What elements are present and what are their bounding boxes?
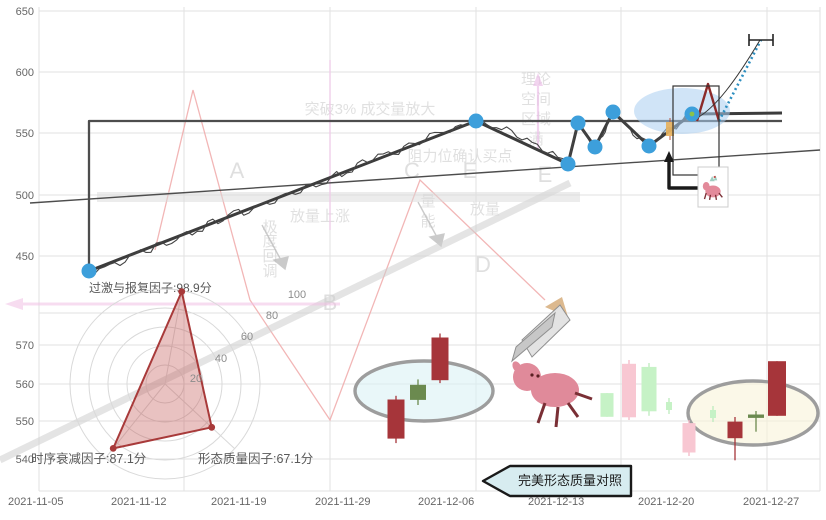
svg-text:100: 100 (288, 289, 306, 301)
svg-text:A: A (230, 158, 245, 183)
svg-text:2021-11-29: 2021-11-29 (315, 496, 370, 508)
svg-text:过激与报复因子:98.9分: 过激与报复因子:98.9分 (89, 280, 212, 295)
svg-text:2021-12-06: 2021-12-06 (418, 496, 474, 508)
svg-text:570: 570 (16, 340, 34, 352)
svg-text:2021-11-05: 2021-11-05 (8, 496, 63, 508)
svg-text:E: E (463, 158, 478, 183)
svg-text:调: 调 (262, 263, 277, 280)
svg-text:40: 40 (215, 353, 227, 365)
svg-text:D: D (475, 252, 491, 277)
svg-text:突破3% 成交量放大: 突破3% 成交量放大 (305, 100, 436, 118)
svg-text:2021-12-20: 2021-12-20 (638, 496, 694, 508)
svg-text:60: 60 (241, 331, 253, 343)
svg-text:80: 80 (266, 310, 278, 322)
svg-text:550: 550 (16, 416, 34, 428)
svg-text:完美形态质量对照: 完美形态质量对照 (518, 473, 622, 488)
svg-text:550: 550 (16, 128, 34, 140)
svg-text:2021-12-27: 2021-12-27 (743, 496, 799, 508)
svg-text:560: 560 (16, 379, 34, 391)
svg-text:2021-12-13: 2021-12-13 (528, 496, 584, 508)
svg-text:放量上涨: 放量上涨 (290, 208, 350, 225)
svg-text:2021-11-19: 2021-11-19 (211, 496, 266, 508)
svg-text:C: C (404, 158, 420, 183)
svg-text:时序衰减因子:87.1分: 时序衰减因子:87.1分 (31, 451, 146, 466)
svg-text:阻力位确认买点: 阻力位确认买点 (407, 148, 512, 165)
svg-text:空间: 空间 (521, 91, 551, 108)
svg-text:形态质量因子:67.1分: 形态质量因子:67.1分 (198, 452, 313, 466)
svg-text:2021-11-12: 2021-11-12 (111, 496, 166, 508)
svg-text:区域: 区域 (521, 111, 551, 128)
svg-text:650: 650 (16, 6, 34, 18)
svg-text:500: 500 (16, 190, 34, 202)
svg-text:450: 450 (16, 251, 34, 263)
svg-text:20: 20 (190, 373, 202, 385)
svg-text:600: 600 (16, 67, 34, 79)
svg-text:E: E (538, 162, 553, 187)
